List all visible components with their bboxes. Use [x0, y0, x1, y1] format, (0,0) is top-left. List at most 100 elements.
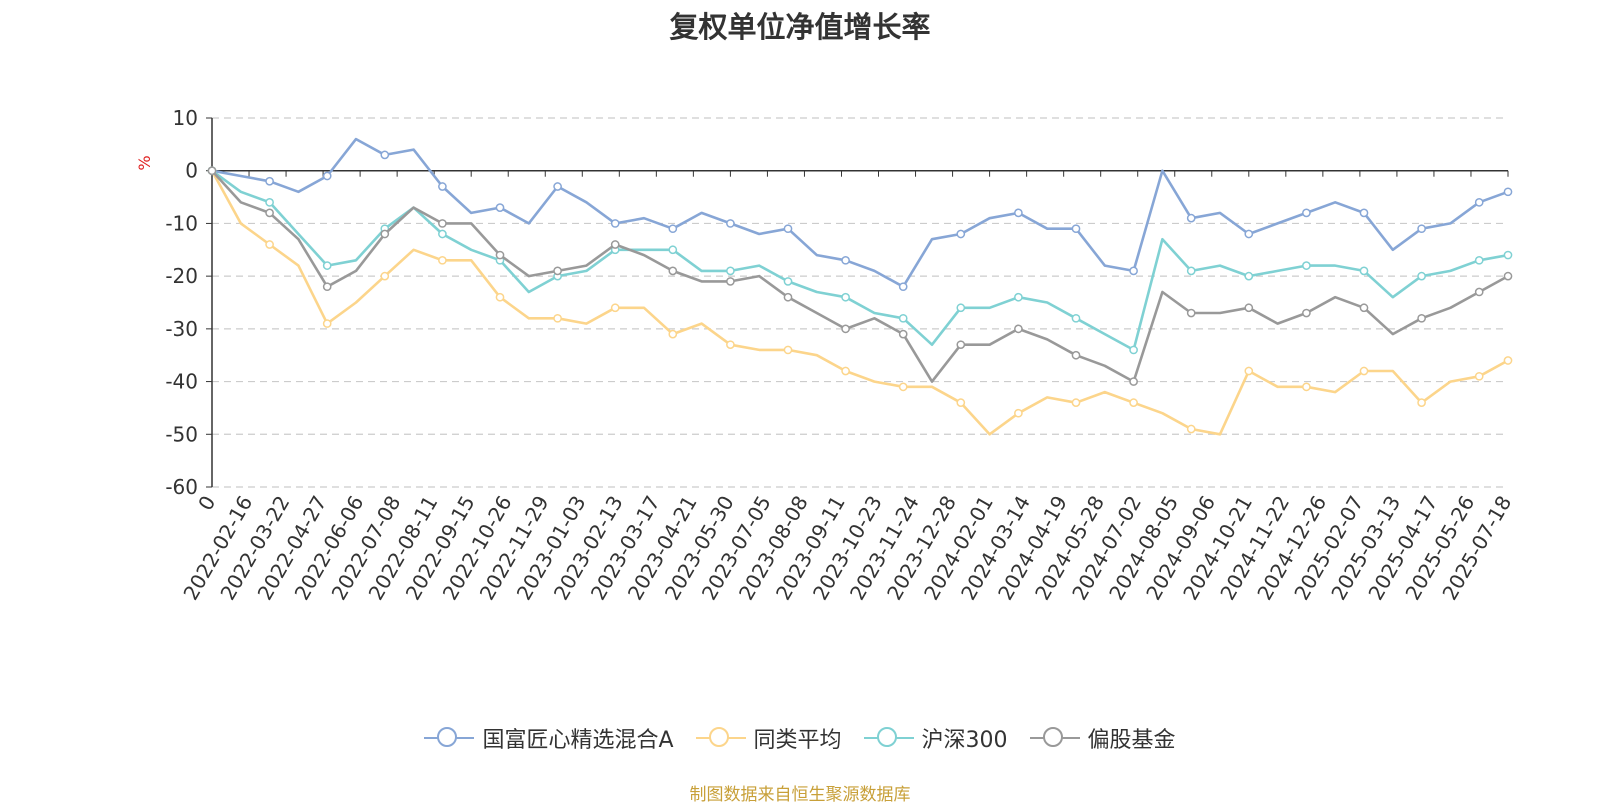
data-point [1071, 224, 1081, 234]
data-point [668, 266, 678, 276]
data-point [1014, 408, 1023, 418]
data-point [1359, 266, 1369, 276]
series-line [211, 169, 1509, 352]
data-point [841, 292, 850, 302]
data-point [1071, 398, 1081, 408]
series-line [211, 169, 1509, 383]
series-lines [207, 137, 1513, 436]
data-point [1417, 224, 1426, 234]
data-point [553, 266, 562, 276]
legend-marker-icon [1029, 726, 1080, 750]
y-tick-label: -40 [165, 370, 198, 394]
y-tick-label: -30 [165, 317, 198, 341]
data-point [1474, 197, 1484, 207]
data-point [1417, 313, 1426, 323]
data-point [1186, 213, 1196, 223]
legend-label: 国富匠心精选混合A [482, 728, 674, 753]
data-point [438, 229, 447, 239]
data-point [1302, 261, 1311, 270]
data-point [1129, 266, 1138, 276]
series-line [210, 170, 1509, 436]
data-point [841, 324, 850, 334]
data-point [783, 224, 793, 234]
y-tick-label: -10 [165, 211, 198, 235]
legend-label: 同类平均 [753, 728, 842, 753]
data-point [668, 329, 678, 339]
data-point [495, 203, 505, 212]
data-point [265, 176, 274, 186]
data-point [1302, 382, 1311, 392]
data-point [1129, 377, 1138, 386]
data-point [1186, 308, 1196, 318]
data-point [1129, 398, 1138, 408]
line-chart: 100-10-20-30-40-50-6002022-02-162022-03-… [135, 106, 1516, 604]
data-point [495, 292, 505, 302]
legend-marker-icon [863, 726, 914, 750]
series-0 [207, 137, 1513, 292]
data-point [380, 150, 390, 160]
y-axis-unit: % [135, 155, 154, 170]
y-tick-label: -50 [165, 422, 198, 446]
data-point [1474, 255, 1484, 265]
series-3 [207, 166, 1513, 386]
legend-label: 偏股基金 [1087, 728, 1176, 753]
x-tick-label: 0 [193, 492, 220, 515]
data-point [1014, 208, 1023, 218]
legend-marker-icon [424, 726, 475, 750]
data-point [1014, 324, 1023, 334]
data-point [956, 229, 966, 239]
data-point [207, 166, 217, 176]
data-point [841, 255, 850, 265]
legend-item[interactable]: 同类平均 [695, 722, 842, 754]
series-2 [207, 166, 1513, 355]
data-point [322, 171, 332, 181]
data-point [726, 340, 735, 350]
y-tick-label: 0 [185, 159, 198, 183]
data-point [783, 277, 793, 286]
data-point [726, 277, 735, 286]
legend: 国富匠心精选混合A 同类平均 沪深300 偏股基金 [0, 722, 1600, 754]
y-tick-label: 10 [173, 106, 198, 130]
data-point [380, 229, 390, 239]
y-tick-label: -20 [165, 264, 198, 288]
data-point [1474, 287, 1484, 297]
tick-labels: 100-10-20-30-40-50-6002022-02-162022-03-… [165, 106, 1516, 604]
legend-marker-icon [695, 726, 746, 750]
data-point [726, 266, 735, 276]
data-point [898, 282, 908, 292]
data-point [1186, 266, 1196, 276]
data-point [1129, 345, 1138, 355]
data-point [322, 319, 332, 328]
data-point [1302, 208, 1311, 218]
series-1 [207, 166, 1513, 436]
data-point [783, 292, 793, 302]
chart-title: 复权单位净值增长率 [669, 10, 931, 44]
data-point [1071, 313, 1081, 323]
legend-item[interactable]: 偏股基金 [1029, 722, 1176, 754]
legend-item[interactable]: 沪深300 [863, 722, 1008, 754]
data-point [610, 303, 620, 313]
data-point [1244, 271, 1254, 281]
data-point [265, 208, 274, 218]
data-point [265, 197, 274, 207]
y-tick-label: -60 [165, 475, 198, 499]
data-point [898, 329, 908, 339]
data-point [495, 250, 505, 260]
axes [206, 117, 1509, 488]
data-point [1503, 356, 1513, 365]
data-point [1244, 303, 1254, 313]
data-point [1417, 271, 1426, 281]
grid-lines [212, 117, 1508, 488]
data-point [265, 240, 274, 249]
data-point [1359, 366, 1369, 376]
data-point [956, 303, 966, 313]
data-point [553, 182, 562, 191]
legend-item[interactable]: 国富匠心精选混合A [424, 722, 674, 754]
data-point [668, 245, 678, 255]
data-point [438, 219, 447, 228]
data-point [553, 313, 562, 323]
data-point [841, 366, 850, 376]
data-point [1359, 208, 1369, 218]
data-point [1503, 250, 1513, 260]
data-source-note: 制图数据来自恒生聚源数据库 [689, 785, 911, 805]
